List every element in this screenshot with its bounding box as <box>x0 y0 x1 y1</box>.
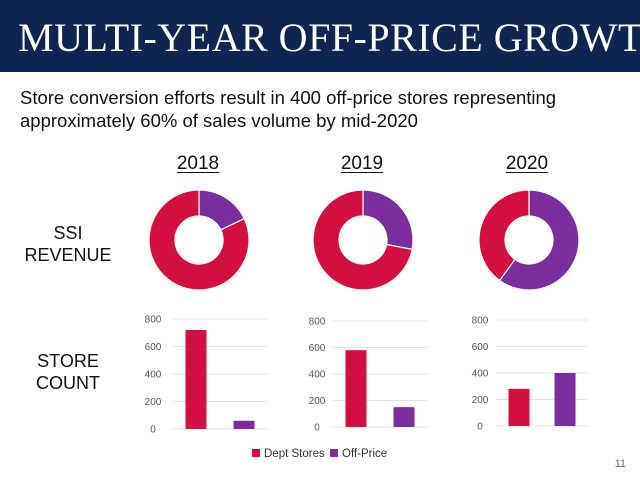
bar-2020-dept-stores <box>508 388 530 426</box>
donut-slice-2019-dept-stores <box>312 189 413 291</box>
legend-label-dept-stores: Dept Stores <box>264 448 325 460</box>
legend-label-off-price: Off-Price <box>342 448 387 460</box>
bar-2018-tick-label-0: 0 <box>150 425 156 436</box>
bar-2020-tick-label-400: 400 <box>472 369 489 380</box>
donut-slice-2018-dept-stores <box>148 189 250 291</box>
bar-2018-off-price <box>233 420 255 429</box>
bar-2019-tick-label-800: 800 <box>309 317 326 328</box>
bar-2018-tick-label-400: 400 <box>145 370 162 381</box>
year-label-2020: 2020 <box>505 153 549 174</box>
bar-2019-dept-stores <box>345 350 367 427</box>
title-banner: MULTI-YEAR OFF-PRICE GROWTH <box>0 0 640 72</box>
bar-2019-tick-label-200: 200 <box>309 396 326 407</box>
row-label-store-count: STORE COUNT <box>8 350 128 394</box>
page-number: 11 <box>614 458 626 470</box>
row-label-store-count-line2: COUNT <box>36 373 100 393</box>
bar-2018-tick-label-800: 800 <box>145 315 162 326</box>
legend-swatch-off-price <box>330 449 338 457</box>
row-label-revenue-line2: REVENUE <box>24 245 112 265</box>
donut-slice-2019-off-price <box>362 189 414 251</box>
bar-2020-off-price <box>554 373 576 426</box>
row-label-store-count-line1: STORE <box>37 351 99 371</box>
bar-2020-tick-label-600: 600 <box>472 342 489 353</box>
year-label-2019: 2019 <box>340 153 384 174</box>
donut-slice-2020-off-price <box>498 189 580 291</box>
bar-2020-tick-label-200: 200 <box>472 395 489 406</box>
row-label-revenue: SSI REVENUE <box>8 222 128 266</box>
bar-2019-tick-label-400: 400 <box>309 370 326 381</box>
bar-2019-off-price <box>393 407 415 427</box>
bar-2018-tick-label-600: 600 <box>145 342 162 353</box>
bar-2019-tick-label-600: 600 <box>309 343 326 354</box>
year-label-2018: 2018 <box>176 153 220 174</box>
page-title: MULTI-YEAR OFF-PRICE GROWTH <box>18 15 640 60</box>
legend-swatch-dept-stores <box>252 449 260 457</box>
bar-2020-tick-label-800: 800 <box>472 316 489 327</box>
bar-2018-dept-stores <box>185 330 207 429</box>
bar-2018-tick-label-200: 200 <box>145 397 162 408</box>
row-label-revenue-line1: SSI <box>53 223 83 243</box>
page-subtitle: Store conversion efforts result in 400 o… <box>20 87 557 131</box>
donut-slice-2020-dept-stores <box>478 189 530 282</box>
bar-2020-tick-label-0: 0 <box>477 422 483 433</box>
bar-2019-tick-label-0: 0 <box>314 423 320 434</box>
